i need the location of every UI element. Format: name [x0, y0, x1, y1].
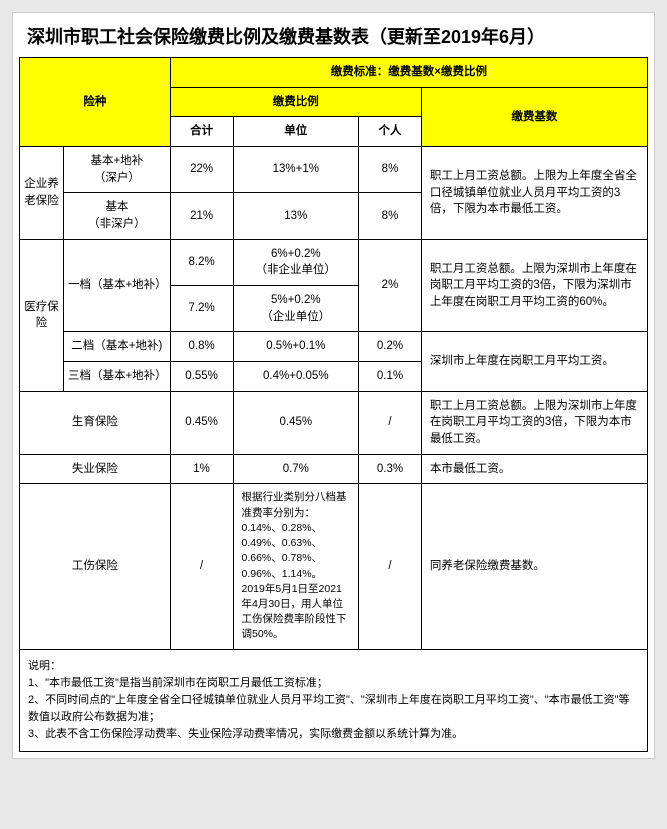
table-row: 医疗保险 一档（基本+地补） 8.2% 6%+0.2%（非企业单位） 2% 职工…	[20, 239, 648, 285]
workinjury-employee: /	[359, 484, 422, 649]
medical-tier1b-employer: 5%+0.2%（企业单位）	[233, 286, 359, 332]
workinjury-sub: 工伤保险	[20, 484, 171, 649]
table-row: 生育保险 0.45% 0.45% / 职工上月工资总额。上限为深圳市上年度在岗职…	[20, 391, 648, 454]
maternity-employee: /	[359, 391, 422, 454]
pension-employee2: 8%	[359, 193, 422, 239]
pension-sub2: 基本（非深户）	[63, 193, 170, 239]
unemployment-employee: 0.3%	[359, 454, 422, 484]
medical-tier3-sub: 三档（基本+地补）	[63, 362, 170, 392]
header-employer: 单位	[233, 117, 359, 147]
pension-total1: 22%	[170, 147, 233, 193]
pension-employer2: 13%	[233, 193, 359, 239]
unemployment-sub: 失业保险	[20, 454, 171, 484]
workinjury-base: 同养老保险缴费基数。	[421, 484, 647, 649]
maternity-sub: 生育保险	[20, 391, 171, 454]
medical-tier1a-employer: 6%+0.2%（非企业单位）	[233, 239, 359, 285]
medical-tier2-total: 0.8%	[170, 332, 233, 362]
medical-category: 医疗保险	[20, 239, 64, 391]
medical-tier3-employee: 0.1%	[359, 362, 422, 392]
table-row: 企业养老保险 基本+地补（深户） 22% 13%+1% 8% 职工上月工资总额。…	[20, 147, 648, 193]
unemployment-employer: 0.7%	[233, 454, 359, 484]
maternity-base: 职工上月工资总额。上限为深圳市上年度在岗职工月平均工资的3倍，下限为本市最低工资…	[421, 391, 647, 454]
header-insurance-type: 险种	[20, 58, 171, 147]
header-total: 合计	[170, 117, 233, 147]
unemployment-total: 1%	[170, 454, 233, 484]
workinjury-total: /	[170, 484, 233, 649]
medical-tier23-base: 深圳市上年度在岗职工月平均工资。	[421, 332, 647, 391]
medical-tier2-sub: 二档（基本+地补)	[63, 332, 170, 362]
medical-tier3-employer: 0.4%+0.05%	[233, 362, 359, 392]
header-ratio: 缴费比例	[170, 87, 421, 117]
maternity-total: 0.45%	[170, 391, 233, 454]
workinjury-desc: 根据行业类别分八档基准费率分别为：0.14%、0.28%、0.49%、0.63%…	[233, 484, 359, 649]
medical-tier2-employer: 0.5%+0.1%	[233, 332, 359, 362]
header-base: 缴费基数	[421, 87, 647, 146]
pension-category: 企业养老保险	[20, 147, 64, 240]
pension-employer1: 13%+1%	[233, 147, 359, 193]
notes-text: 说明：1、"本市最低工资"是指当前深圳市在岗职工月最低工资标准；2、不同时间点的…	[20, 649, 648, 751]
table-row: 失业保险 1% 0.7% 0.3% 本市最低工资。	[20, 454, 648, 484]
maternity-employer: 0.45%	[233, 391, 359, 454]
pension-total2: 21%	[170, 193, 233, 239]
insurance-table: 险种 缴费标准：缴费基数×缴费比例 缴费比例 缴费基数 合计 单位 个人 企业养…	[19, 57, 648, 752]
medical-tier1-sub: 一档（基本+地补）	[63, 239, 170, 332]
medical-tier1b-total: 7.2%	[170, 286, 233, 332]
table-row: 工伤保险 / 根据行业类别分八档基准费率分别为：0.14%、0.28%、0.49…	[20, 484, 648, 649]
medical-tier1a-total: 8.2%	[170, 239, 233, 285]
medical-tier1-employee: 2%	[359, 239, 422, 332]
pension-sub1: 基本+地补（深户）	[63, 147, 170, 193]
unemployment-base: 本市最低工资。	[421, 454, 647, 484]
medical-tier1-base: 职工月工资总额。上限为深圳市上年度在岗职工月平均工资的3倍，下限为深圳市上年度在…	[421, 239, 647, 332]
notes-row: 说明：1、"本市最低工资"是指当前深圳市在岗职工月最低工资标准；2、不同时间点的…	[20, 649, 648, 751]
pension-employee1: 8%	[359, 147, 422, 193]
medical-tier3-total: 0.55%	[170, 362, 233, 392]
header-standard: 缴费标准：缴费基数×缴费比例	[170, 58, 647, 88]
header-employee: 个人	[359, 117, 422, 147]
pension-base: 职工上月工资总额。上限为上年度全省全口径城镇单位就业人员月平均工资的3倍，下限为…	[421, 147, 647, 240]
medical-tier2-employee: 0.2%	[359, 332, 422, 362]
table-row: 二档（基本+地补) 0.8% 0.5%+0.1% 0.2% 深圳市上年度在岗职工…	[20, 332, 648, 362]
page-container: 深圳市职工社会保险缴费比例及缴费基数表（更新至2019年6月） 险种 缴费标准：…	[12, 12, 655, 759]
page-title: 深圳市职工社会保险缴费比例及缴费基数表（更新至2019年6月）	[27, 23, 648, 49]
